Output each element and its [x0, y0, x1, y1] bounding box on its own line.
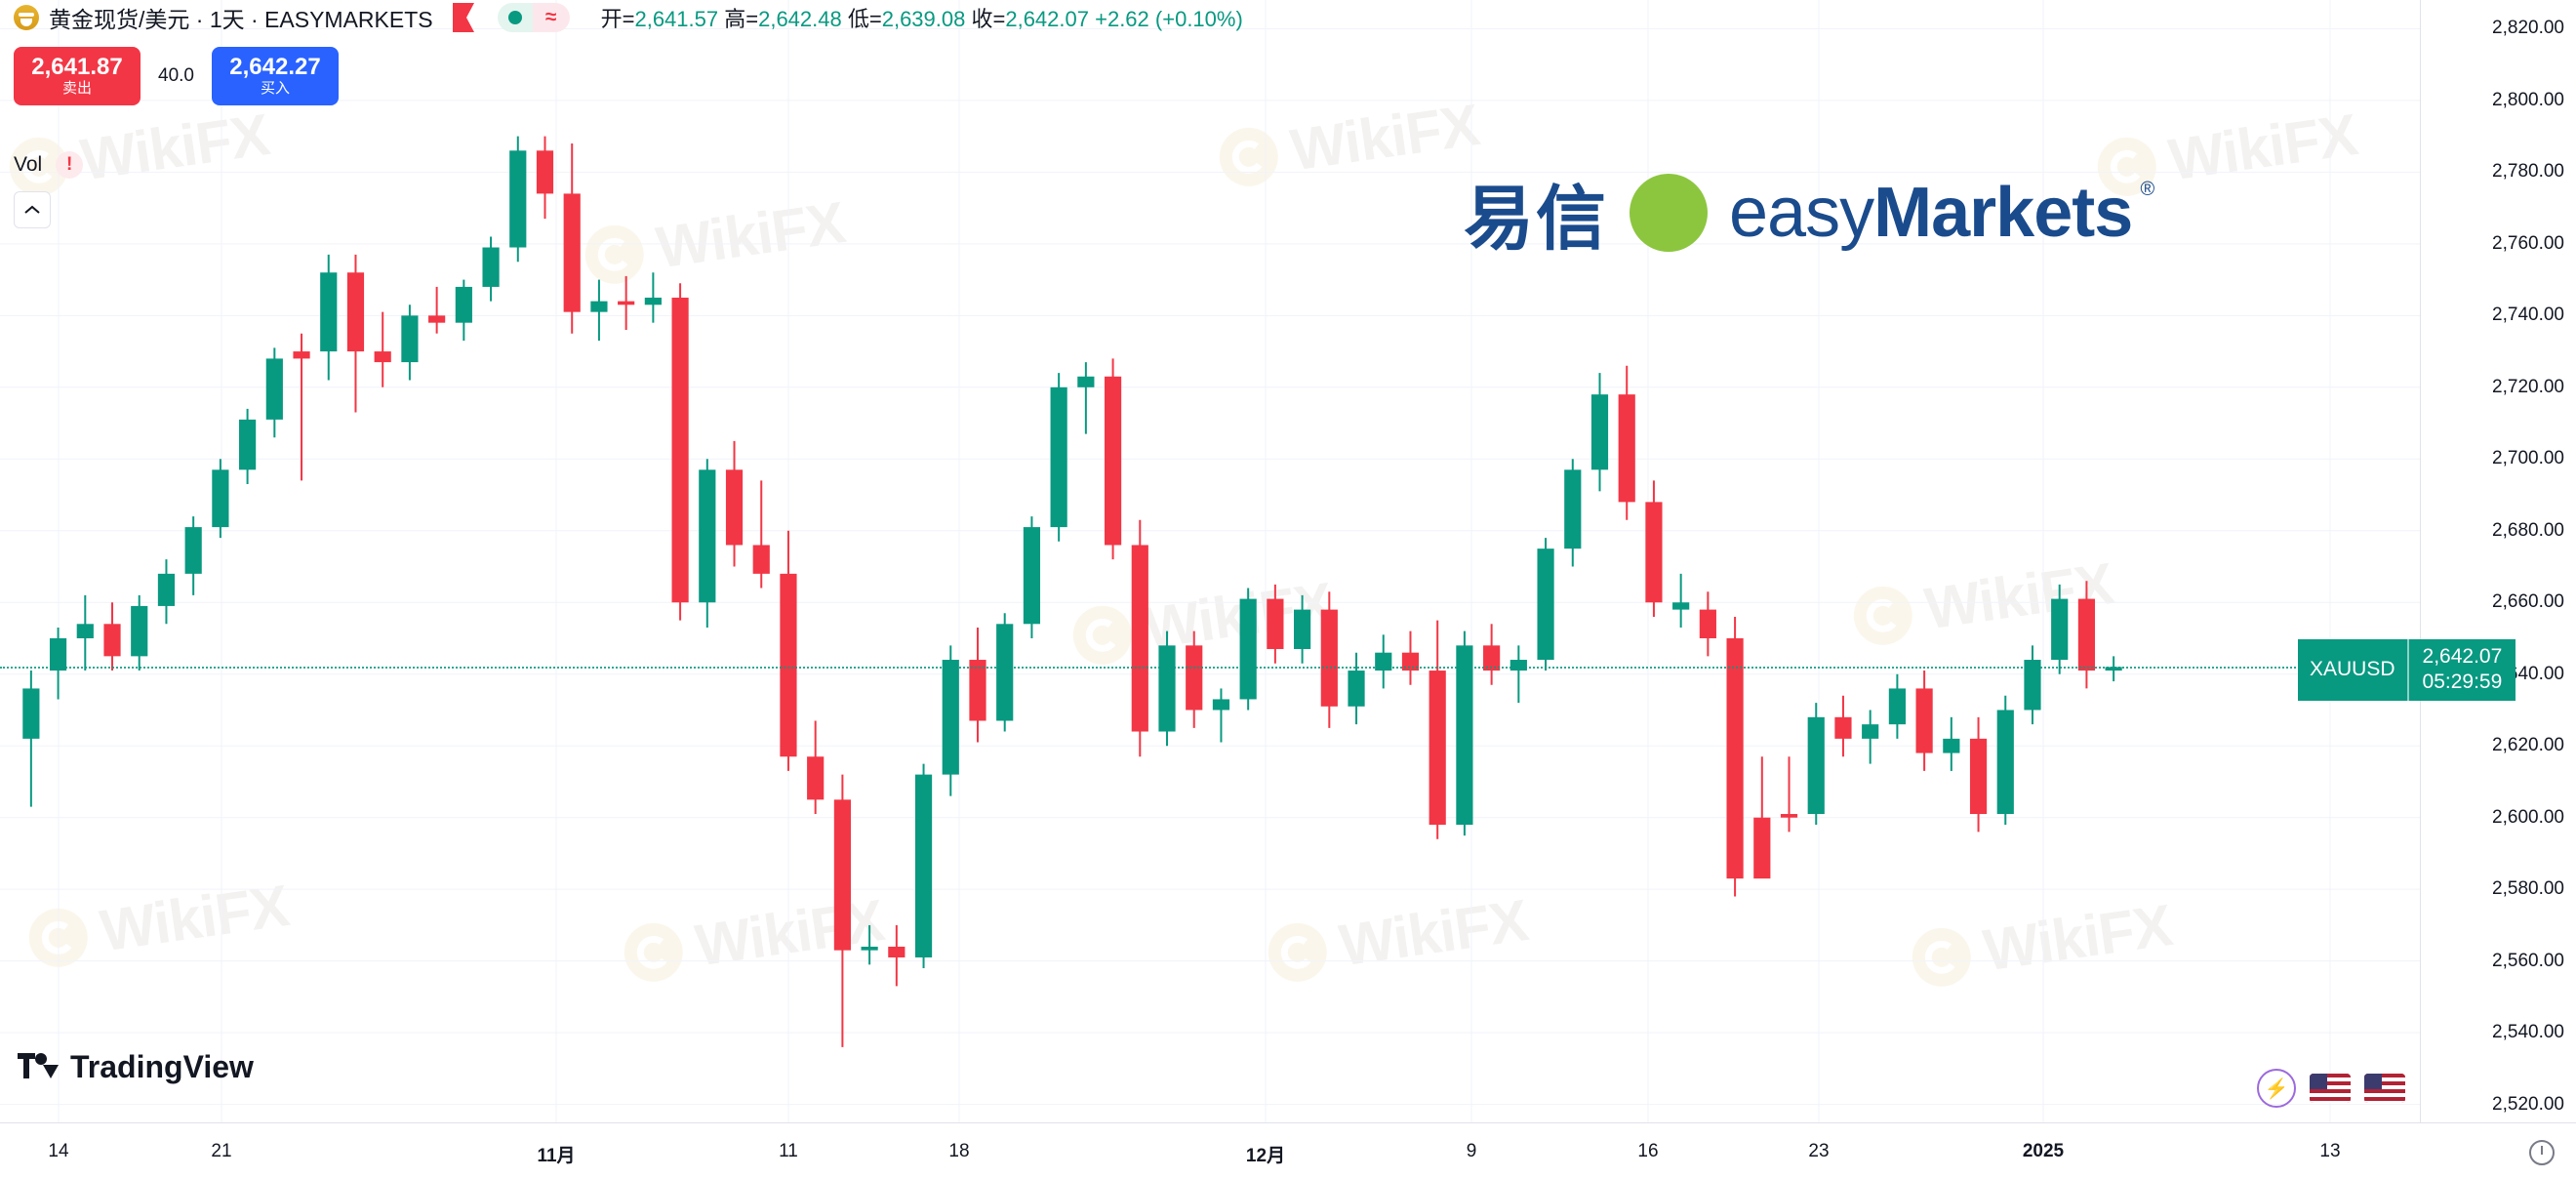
- price-axis-tick: 2,600.00: [2492, 806, 2564, 828]
- candlestick-series: [22, 136, 2122, 1047]
- chart-footer-icons: ⚡: [2257, 1069, 2405, 1108]
- time-axis-tick: 18: [948, 1141, 970, 1161]
- price-axis-tick: 2,620.00: [2492, 735, 2564, 756]
- ohlc-low-value: 2,639.08: [881, 7, 966, 31]
- tradingview-logo[interactable]: TradingView: [18, 1049, 254, 1085]
- price-axis-tick: 2,800.00: [2492, 89, 2564, 110]
- approx-wave-icon: ≈: [532, 3, 570, 32]
- easymarkets-wordmark: easyMarkets ®: [1729, 173, 2154, 253]
- buy-label: 买入: [260, 80, 290, 98]
- buy-button[interactable]: 2,642.27 买入: [211, 47, 339, 105]
- change-value: +2.62: [1095, 7, 1149, 31]
- buy-price: 2,642.27: [229, 54, 321, 80]
- tradingview-mark-icon: [18, 1052, 59, 1078]
- price-axis-tick: 2,740.00: [2492, 305, 2564, 326]
- easymarkets-easy: easy: [1729, 173, 1874, 252]
- ohlc-values: 开=2,641.57 高=2,642.48 低=2,639.08 收=2,642…: [601, 2, 1243, 33]
- ohlc-high-value: 2,642.48: [758, 7, 842, 31]
- spread-value: 40.0: [158, 64, 194, 86]
- time-axis[interactable]: 14 21 11月 11 18 12月 9 16 23 2025 13: [0, 1122, 2576, 1179]
- lightning-icon[interactable]: ⚡: [2257, 1069, 2296, 1108]
- easymarkets-chinese-name: 易信: [1464, 181, 1609, 259]
- time-axis-tick: 12月: [1245, 1146, 1286, 1166]
- sell-button[interactable]: 2,641.87 卖出: [14, 47, 141, 105]
- price-axis[interactable]: 2,820.00 2,800.00 2,780.00 2,760.00 2,740.00…: [2420, 0, 2576, 1122]
- tradingview-label: TradingView: [70, 1049, 254, 1084]
- price-badge-price: 2,642.07: [2422, 645, 2503, 669]
- price-badge-countdown: 05:29:59: [2422, 671, 2503, 694]
- ohlc-low-label: 低=: [847, 7, 882, 31]
- green-dot-icon: [497, 3, 533, 32]
- quote-row: 2,641.87 卖出 40.0 2,642.27 买入: [14, 47, 339, 105]
- time-axis-tick: 13: [2319, 1141, 2341, 1161]
- price-axis-tick: 2,580.00: [2492, 878, 2564, 900]
- warning-exclamation-icon[interactable]: !: [56, 151, 84, 179]
- last-price-badge: XAUUSD 2,642.07 05:29:59: [2298, 639, 2516, 701]
- ohlc-high-label: 高=: [724, 7, 759, 31]
- gold-symbol-icon: [14, 5, 39, 30]
- chart-header: 黄金现货/美元 · 1天 · EASYMARKETS ≈ 开=2,641.57 …: [0, 0, 1243, 35]
- time-axis-tick: 23: [1808, 1141, 1830, 1161]
- price-axis-tick: 2,660.00: [2492, 591, 2564, 613]
- time-axis-tick: 16: [1637, 1141, 1659, 1161]
- chart-plot-area[interactable]: [0, 0, 2420, 1122]
- price-axis-tick: 2,700.00: [2492, 448, 2564, 469]
- volume-legend[interactable]: Vol !: [14, 151, 84, 179]
- price-axis-tick: 2,540.00: [2492, 1022, 2564, 1043]
- price-badge-value: 2,642.07 05:29:59: [2406, 639, 2516, 701]
- time-axis-tick: 9: [1466, 1141, 1477, 1161]
- price-axis-tick: 2,820.00: [2492, 18, 2564, 39]
- price-axis-tick: 2,520.00: [2492, 1093, 2564, 1115]
- sell-price: 2,641.87: [31, 54, 123, 80]
- easymarkets-logo: 易信 easyMarkets ®: [1464, 161, 2154, 264]
- price-axis-tick: 2,780.00: [2492, 161, 2564, 183]
- registered-trademark-icon: ®: [2140, 178, 2155, 200]
- chevron-up-icon[interactable]: [14, 191, 51, 228]
- time-axis-tick: 11月: [537, 1146, 576, 1166]
- ohlc-open-label: 开=: [600, 7, 635, 31]
- easymarkets-markets: Markets: [1873, 173, 2133, 252]
- ohlc-close-value: 2,642.07: [1005, 7, 1089, 31]
- price-axis-tick: 2,720.00: [2492, 376, 2564, 397]
- us-flag-icon-2[interactable]: [2364, 1074, 2405, 1103]
- price-badge-symbol: XAUUSD: [2298, 639, 2407, 701]
- price-axis-tick: 2,560.00: [2492, 950, 2564, 971]
- us-flag-icon-1[interactable]: [2310, 1074, 2351, 1103]
- market-status-pill[interactable]: ≈: [497, 3, 570, 32]
- price-axis-tick: 2,680.00: [2492, 519, 2564, 541]
- sell-label: 卖出: [61, 80, 92, 98]
- red-flag-icon[interactable]: [451, 3, 476, 32]
- clock-icon[interactable]: [2529, 1140, 2555, 1165]
- price-axis-tick: 2,760.00: [2492, 232, 2564, 254]
- volume-label: Vol: [14, 153, 43, 176]
- ohlc-open-value: 2,641.57: [634, 7, 719, 31]
- chart-gridlines: [0, 0, 2420, 1122]
- time-axis-tick: 2025: [2022, 1141, 2065, 1161]
- symbol-title[interactable]: 黄金现货/美元 · 1天 · EASYMARKETS: [49, 7, 433, 32]
- time-axis-tick: 21: [211, 1141, 232, 1161]
- last-price-line: [0, 667, 2420, 670]
- time-axis-tick: 14: [48, 1141, 69, 1161]
- easymarkets-dot-icon: [1630, 173, 1709, 252]
- ohlc-close-label: 收=: [971, 7, 1006, 31]
- time-axis-tick: 11: [779, 1141, 798, 1161]
- chevron-up-glyph: [24, 205, 40, 214]
- change-percent: (+0.10%): [1154, 7, 1243, 31]
